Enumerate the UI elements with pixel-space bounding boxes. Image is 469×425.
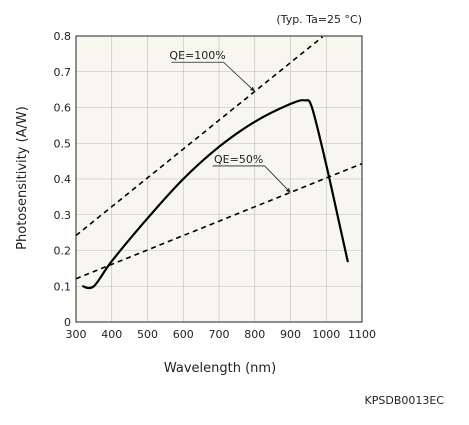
- x-axis-label: Wavelength (nm): [164, 361, 276, 376]
- x-tick-label: 600: [173, 328, 194, 341]
- y-tick-label: 0.3: [54, 209, 72, 222]
- y-tick-label: 0: [64, 316, 71, 329]
- footer-code: KPSDB0013EC: [365, 394, 445, 407]
- annotation-arrow: [285, 187, 291, 193]
- photosensitivity-curve: [82, 99, 349, 290]
- annotation-leader: [223, 61, 256, 92]
- qe-line-2: [75, 162, 363, 280]
- annotation-label: QE=100%: [169, 49, 225, 62]
- y-tick-label: 0.1: [54, 280, 72, 293]
- y-tick-label: 0.7: [54, 66, 72, 79]
- y-tick-labels: 0 0.1 0.2 0.3 0.4 0.5 0.6 0.7 0.8: [54, 30, 72, 329]
- annotation-layer: QE=100% QE=50%: [169, 49, 291, 193]
- y-tick-label: 0.5: [54, 137, 72, 150]
- annotation-leader: [264, 165, 291, 193]
- x-tick-label: 1100: [348, 328, 376, 341]
- x-tick-label: 800: [244, 328, 265, 341]
- y-tick-label: 0.6: [54, 102, 72, 115]
- annotation-label: QE=50%: [214, 153, 263, 166]
- annotation-arrow: [249, 86, 255, 92]
- condition-note: (Typ. Ta=25 °C): [276, 13, 362, 26]
- y-tick-label: 0.4: [54, 173, 72, 186]
- series-layer: [75, 36, 363, 290]
- x-tick-label: 1000: [312, 328, 340, 341]
- x-tick-label: 900: [280, 328, 301, 341]
- x-tick-label: 300: [66, 328, 87, 341]
- y-axis-label: Photosensitivity (A/W): [15, 106, 30, 250]
- x-tick-label: 700: [209, 328, 230, 341]
- y-tick-label: 0.2: [54, 245, 72, 258]
- x-tick-label: 500: [137, 328, 158, 341]
- y-tick-label: 0.8: [54, 30, 72, 43]
- qe-line-1: [75, 36, 324, 237]
- x-tick-label: 400: [101, 328, 122, 341]
- x-tick-labels: 300 400 500 600 700 800 900 1000 1100: [66, 328, 377, 341]
- plot-frame: [75, 35, 363, 323]
